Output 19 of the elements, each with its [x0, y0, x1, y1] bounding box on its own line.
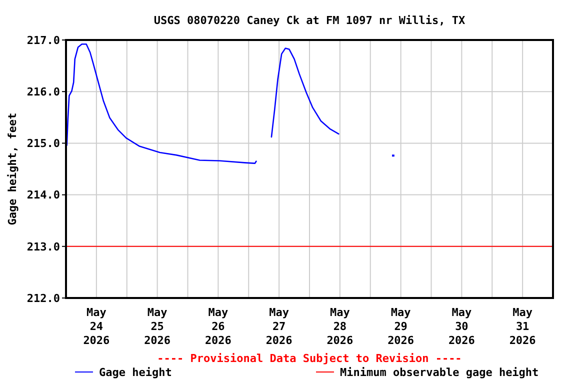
x-tick-label: May 27 2026 — [266, 306, 293, 347]
y-tick-label: 215.0 — [26, 137, 60, 150]
x-tick-label: May 30 2026 — [448, 306, 476, 347]
y-tick-label: 212.0 — [26, 292, 60, 305]
x-tick-label: May 31 2026 — [509, 306, 536, 347]
text: ---- Provisional Data Subject to Revision ---- — [157, 352, 462, 365]
y-tick-label: 214.0 — [26, 188, 60, 202]
y-axis-title: Gage height, feet — [6, 112, 19, 226]
y-tick-label: 216.0 — [26, 85, 60, 98]
legend-label: Gage height — [99, 366, 172, 379]
x-tick-label: May 28 2026 — [326, 306, 354, 347]
x-tick-label: May 25 2026 — [144, 306, 171, 347]
x-tick-label: May 29 2026 — [388, 306, 414, 347]
legend-label: Minimum observable gage height — [340, 366, 539, 379]
y-tick-label: 213.0 — [26, 240, 60, 254]
chart-title: USGS 08070220 Caney Ck at FM 1097 nr Willis, TX — [154, 14, 466, 27]
x-tick-label: May 24 2026 — [83, 306, 110, 347]
x-tick-label: May 26 2026 — [204, 306, 232, 347]
y-tick-label: 217.0 — [26, 34, 60, 47]
